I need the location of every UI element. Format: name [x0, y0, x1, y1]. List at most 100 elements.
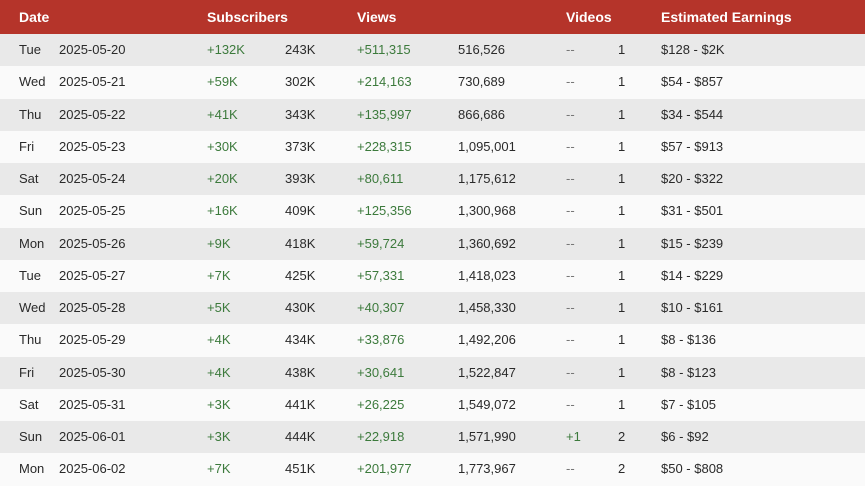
estimated-earnings: $128 - $2K: [661, 42, 725, 57]
video-change: --: [566, 300, 575, 315]
view-total: 1,571,990: [458, 429, 516, 444]
row-day: Sat: [19, 171, 39, 186]
header-views[interactable]: Views: [357, 9, 397, 25]
view-total: 1,360,692: [458, 235, 516, 251]
video-change: --: [566, 42, 575, 57]
subscriber-change: +3K: [207, 396, 231, 412]
subscriber-total: 444K: [285, 429, 316, 444]
table-header: Date Subscribers Views Videos Estimated …: [0, 0, 865, 34]
row-date: 2025-05-20: [59, 42, 126, 57]
video-total: 1: [618, 171, 626, 186]
subscriber-change: +4K: [207, 332, 231, 348]
estimated-earnings: $57 - $913: [661, 138, 724, 154]
video-total: 1: [618, 42, 626, 57]
subscriber-change: +5K: [207, 300, 231, 315]
subscriber-total: 409K: [285, 203, 316, 219]
subscriber-change: +3K: [207, 429, 231, 444]
subscriber-total: 393K: [285, 171, 316, 186]
subscriber-change: +30K: [207, 138, 238, 154]
row-day: Wed: [19, 74, 46, 90]
view-total: 1,549,072: [458, 396, 516, 412]
subscriber-total: 441K: [285, 396, 316, 412]
subscriber-total: 243K: [285, 42, 316, 57]
table-row: Wed 2025-05-28 +5K 430K +40,307 1,458,330 -- 1 $…: [0, 292, 865, 325]
view-change: +59,724: [357, 235, 405, 251]
view-change: +40,307: [357, 300, 405, 315]
estimated-earnings: $10 - $161: [661, 300, 724, 315]
subscriber-total: 343K: [285, 106, 316, 122]
row-date: 2025-06-01: [59, 429, 126, 444]
subscriber-total: 430K: [285, 300, 316, 315]
video-total: 1: [618, 396, 626, 412]
table-row: Sun 2025-05-25 +16K 409K +125,356 1,300,968 --…: [0, 195, 865, 228]
video-total: 1: [618, 267, 626, 283]
view-change: +201,977: [357, 461, 412, 477]
video-change: --: [566, 396, 575, 412]
subscriber-total: 425K: [285, 267, 316, 283]
view-total: 1,418,023: [458, 267, 516, 283]
estimated-earnings: $54 - $857: [661, 74, 724, 90]
view-total: 516,526: [458, 42, 505, 57]
estimated-earnings: $8 - $123: [661, 364, 716, 380]
view-change: +80,611: [357, 171, 404, 186]
row-date: 2025-05-28: [59, 300, 126, 315]
header-videos[interactable]: Videos: [566, 9, 612, 25]
view-change: +135,997: [357, 106, 412, 122]
view-total: 866,686: [458, 106, 505, 122]
video-change: --: [566, 235, 575, 251]
subscriber-change: +41K: [207, 106, 238, 122]
video-total: 1: [618, 332, 626, 348]
table-row: Thu 2025-05-29 +4K 434K +33,876 1,492,206 -- 1 $…: [0, 324, 865, 357]
row-date: 2025-05-30: [59, 364, 126, 380]
estimated-earnings: $8 - $136: [661, 332, 716, 348]
subscriber-change: +9K: [207, 235, 231, 251]
estimated-earnings: $34 - $544: [661, 106, 724, 122]
view-total: 1,522,847: [458, 364, 516, 380]
estimated-earnings: $31 - $501: [661, 203, 724, 219]
subscriber-total: 438K: [285, 364, 316, 380]
video-change: --: [566, 267, 575, 283]
header-date[interactable]: Date: [19, 9, 50, 25]
table-row: Thu 2025-05-22 +41K 343K +135,997 866,686 -- 1 $…: [0, 98, 865, 131]
view-change: +57,331: [357, 267, 405, 283]
row-day: Tue: [19, 267, 41, 283]
header-estimated-earnings[interactable]: Estimated Earnings: [661, 9, 792, 25]
row-day: Sun: [19, 203, 43, 219]
estimated-earnings: $7 - $105: [661, 396, 716, 412]
row-day: Mon: [19, 461, 45, 477]
row-day: Thu: [19, 106, 42, 122]
row-day: Fri: [19, 138, 35, 154]
view-total: 1,095,001: [458, 138, 516, 154]
subscriber-change: +7K: [207, 267, 231, 283]
row-day: Wed: [19, 300, 46, 315]
video-change: --: [566, 461, 575, 477]
header-subscribers[interactable]: Subscribers: [207, 9, 288, 25]
view-change: +30,641: [357, 364, 405, 380]
row-date: 2025-05-24: [59, 171, 126, 186]
view-total: 1,300,968: [458, 203, 516, 219]
subscriber-change: +7K: [207, 461, 231, 477]
video-total: 1: [618, 235, 626, 251]
subscriber-change: +20K: [207, 171, 238, 186]
video-total: 1: [618, 364, 626, 380]
row-date: 2025-05-31: [59, 396, 126, 412]
row-date: 2025-06-02: [59, 461, 126, 477]
video-total: 1: [618, 74, 626, 90]
subscriber-total: 302K: [285, 74, 316, 90]
video-change: --: [566, 203, 575, 219]
row-date: 2025-05-29: [59, 332, 126, 348]
view-change: +228,315: [357, 138, 412, 154]
table-row: Mon 2025-06-02 +7K 451K +201,977 1,773,967 -- 2…: [0, 453, 865, 486]
video-change: --: [566, 171, 575, 186]
video-change: --: [566, 332, 575, 348]
video-change: --: [566, 138, 575, 154]
row-date: 2025-05-23: [59, 138, 126, 154]
view-total: 1,175,612: [458, 171, 516, 186]
subscriber-change: +59K: [207, 74, 238, 90]
video-total: 1: [618, 138, 626, 154]
view-change: +22,918: [357, 429, 405, 444]
video-total: 1: [618, 203, 626, 219]
view-change: +33,876: [357, 332, 405, 348]
video-change: --: [566, 74, 575, 90]
